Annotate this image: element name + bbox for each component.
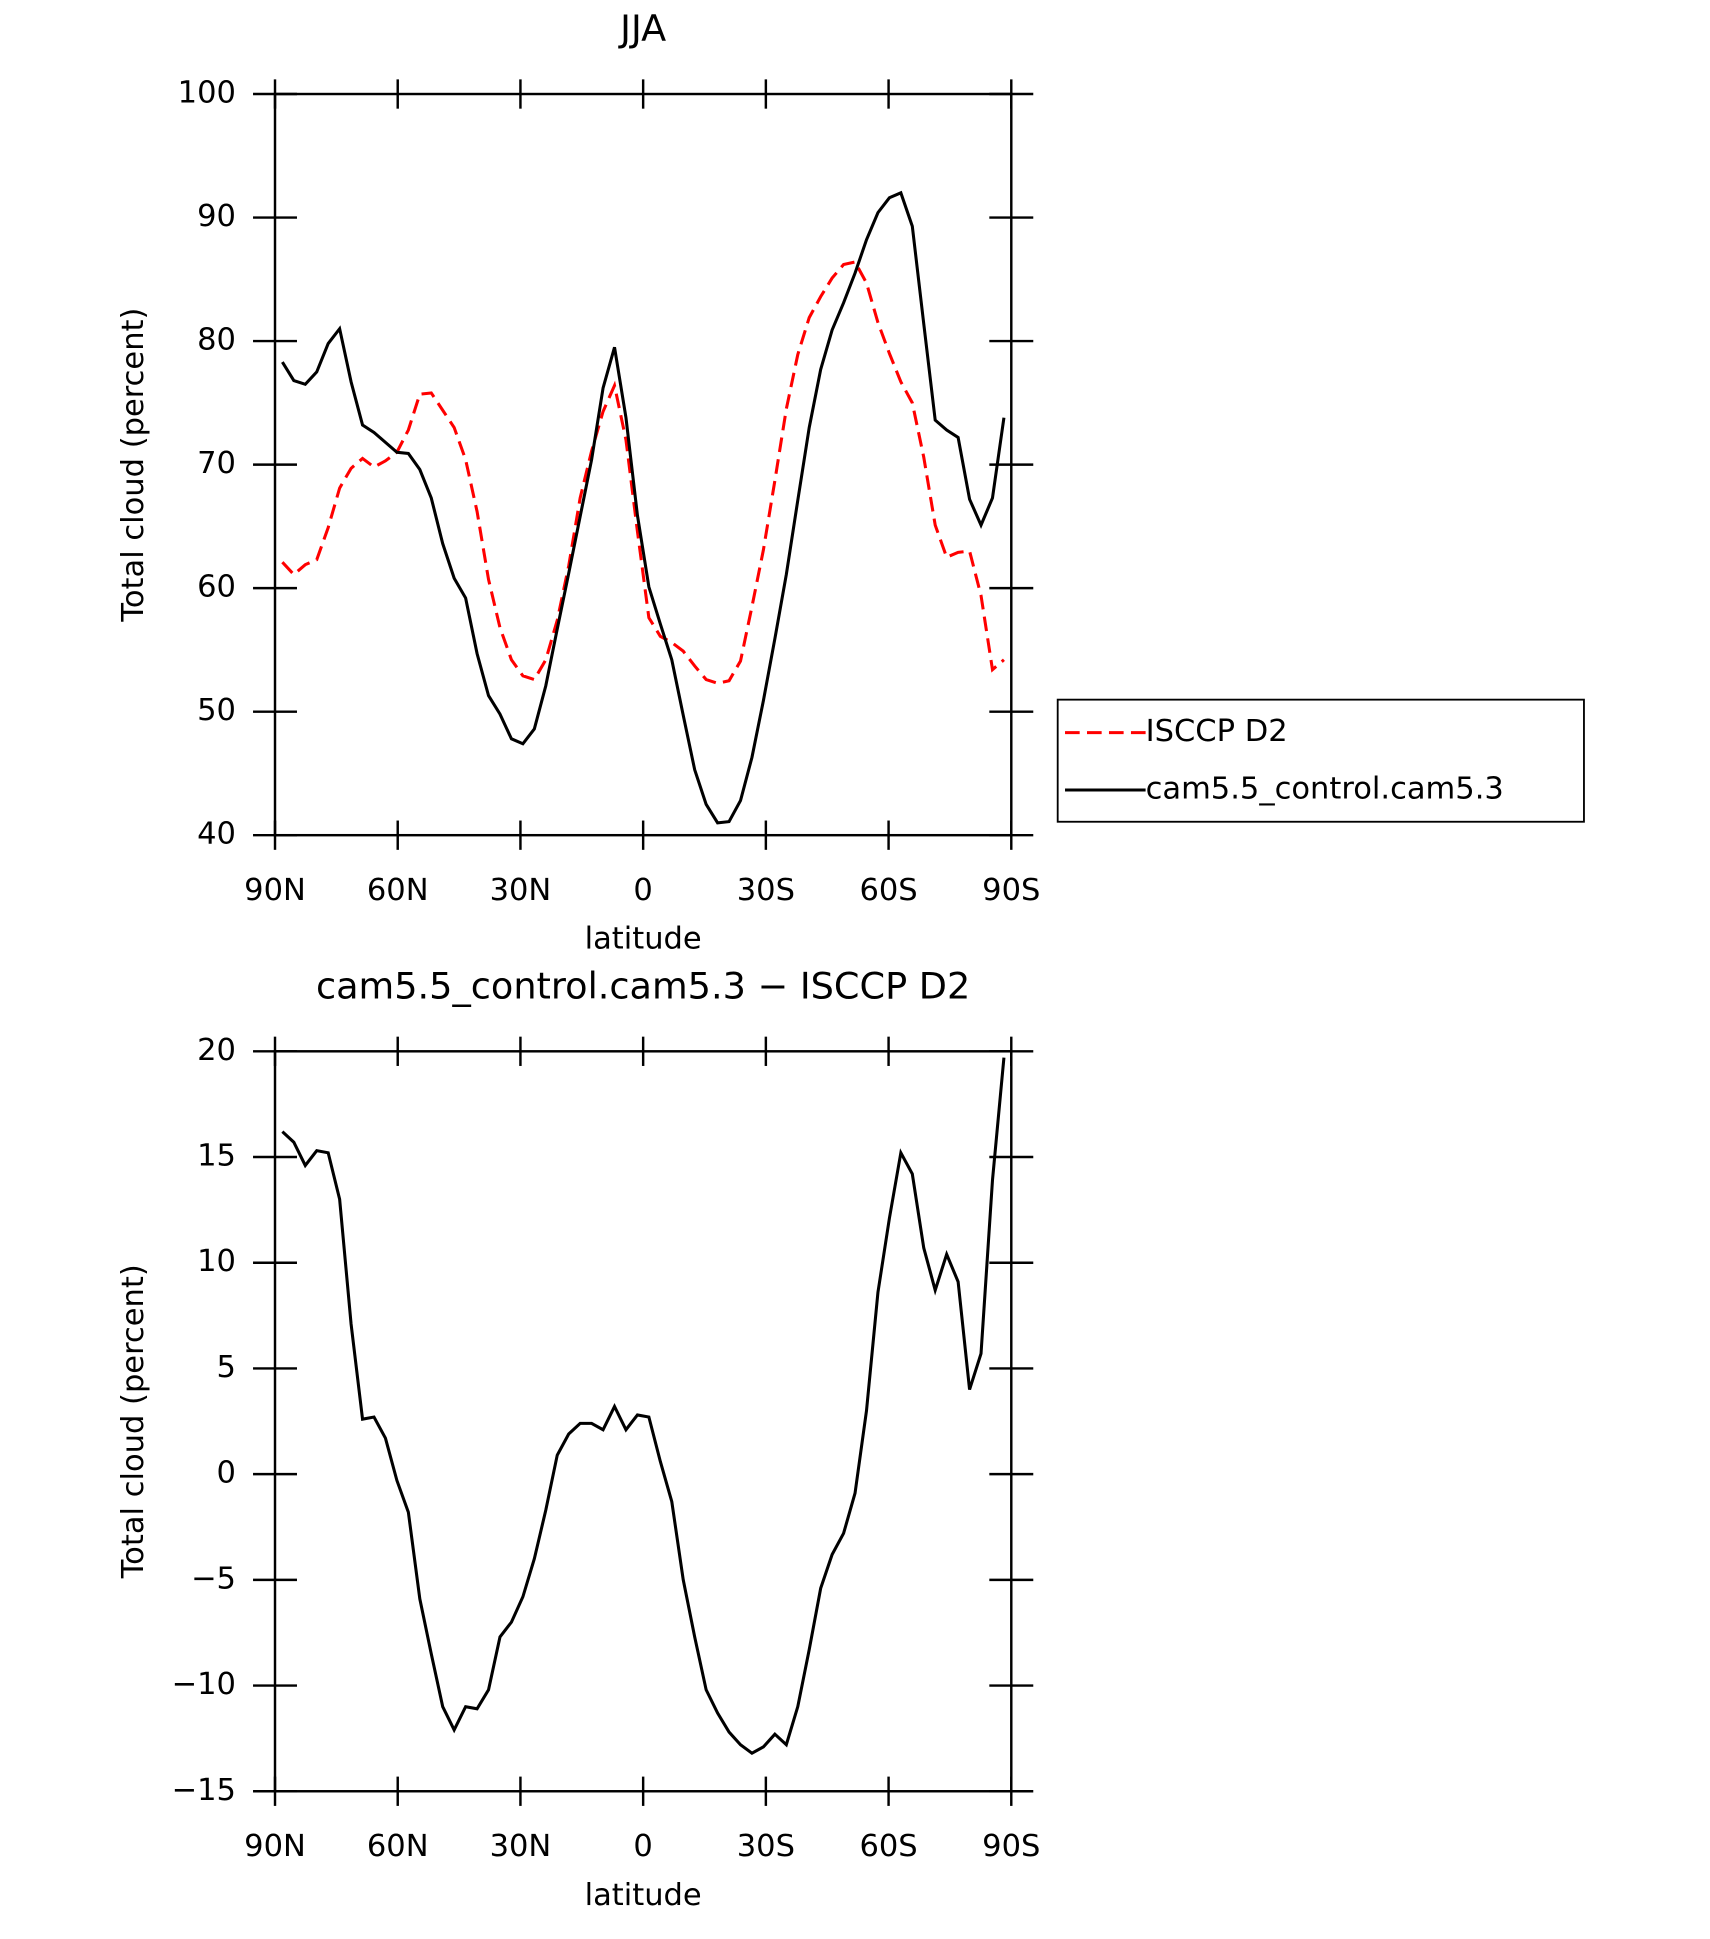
x-tick-label: 60N bbox=[367, 1829, 429, 1864]
x-tick-label: 0 bbox=[633, 1829, 652, 1864]
y-tick-label: 100 bbox=[178, 76, 236, 111]
y-tick-label: 0 bbox=[217, 1456, 236, 1491]
chart-title: cam5.5_control.cam5.3 − ISCCP D2 bbox=[316, 964, 970, 1007]
y-tick-label: 15 bbox=[197, 1139, 236, 1174]
data-line bbox=[281, 190, 1006, 825]
y-tick-label: 70 bbox=[197, 446, 236, 481]
y-axis-label: Total cloud (percent) bbox=[116, 308, 151, 623]
x-tick-label: 30S bbox=[737, 1829, 795, 1864]
x-tick-label: 60S bbox=[859, 873, 917, 908]
legend-label: cam5.5_control.cam5.3 bbox=[1146, 772, 1504, 807]
y-tick-label: 10 bbox=[197, 1244, 236, 1279]
x-tick-label: 30S bbox=[737, 873, 795, 908]
legend-label: ISCCP D2 bbox=[1146, 714, 1288, 749]
plot-frame bbox=[273, 92, 1013, 837]
plot-frame bbox=[273, 1050, 1013, 1793]
legend-box bbox=[1056, 698, 1585, 823]
x-tick-label: 0 bbox=[633, 873, 652, 908]
y-tick-label: −5 bbox=[191, 1561, 236, 1596]
y-tick-label: 50 bbox=[197, 693, 236, 728]
y-axis-label: Total cloud (percent) bbox=[116, 1264, 151, 1579]
x-tick-label: 30N bbox=[490, 873, 552, 908]
x-tick-label: 90N bbox=[244, 873, 306, 908]
x-tick-label: 90S bbox=[982, 1829, 1040, 1864]
data-line bbox=[281, 1057, 1006, 1756]
y-tick-label: 60 bbox=[197, 570, 236, 605]
y-tick-label: 5 bbox=[217, 1350, 236, 1385]
y-tick-label: 80 bbox=[197, 323, 236, 358]
x-tick-label: 90N bbox=[244, 1829, 306, 1864]
y-tick-label: 20 bbox=[197, 1033, 236, 1068]
x-axis-label: latitude bbox=[585, 1878, 702, 1913]
x-axis-label: latitude bbox=[585, 922, 702, 957]
y-tick-label: 90 bbox=[197, 199, 236, 234]
data-line bbox=[281, 260, 1005, 685]
chart-title: JJA bbox=[618, 7, 666, 50]
y-tick-label: 40 bbox=[197, 817, 236, 852]
x-tick-label: 60S bbox=[859, 1829, 917, 1864]
x-tick-label: 60N bbox=[367, 873, 429, 908]
x-tick-label: 90S bbox=[982, 873, 1040, 908]
y-tick-label: −15 bbox=[172, 1773, 236, 1808]
y-tick-label: −10 bbox=[172, 1667, 236, 1702]
x-tick-label: 30N bbox=[490, 1829, 552, 1864]
